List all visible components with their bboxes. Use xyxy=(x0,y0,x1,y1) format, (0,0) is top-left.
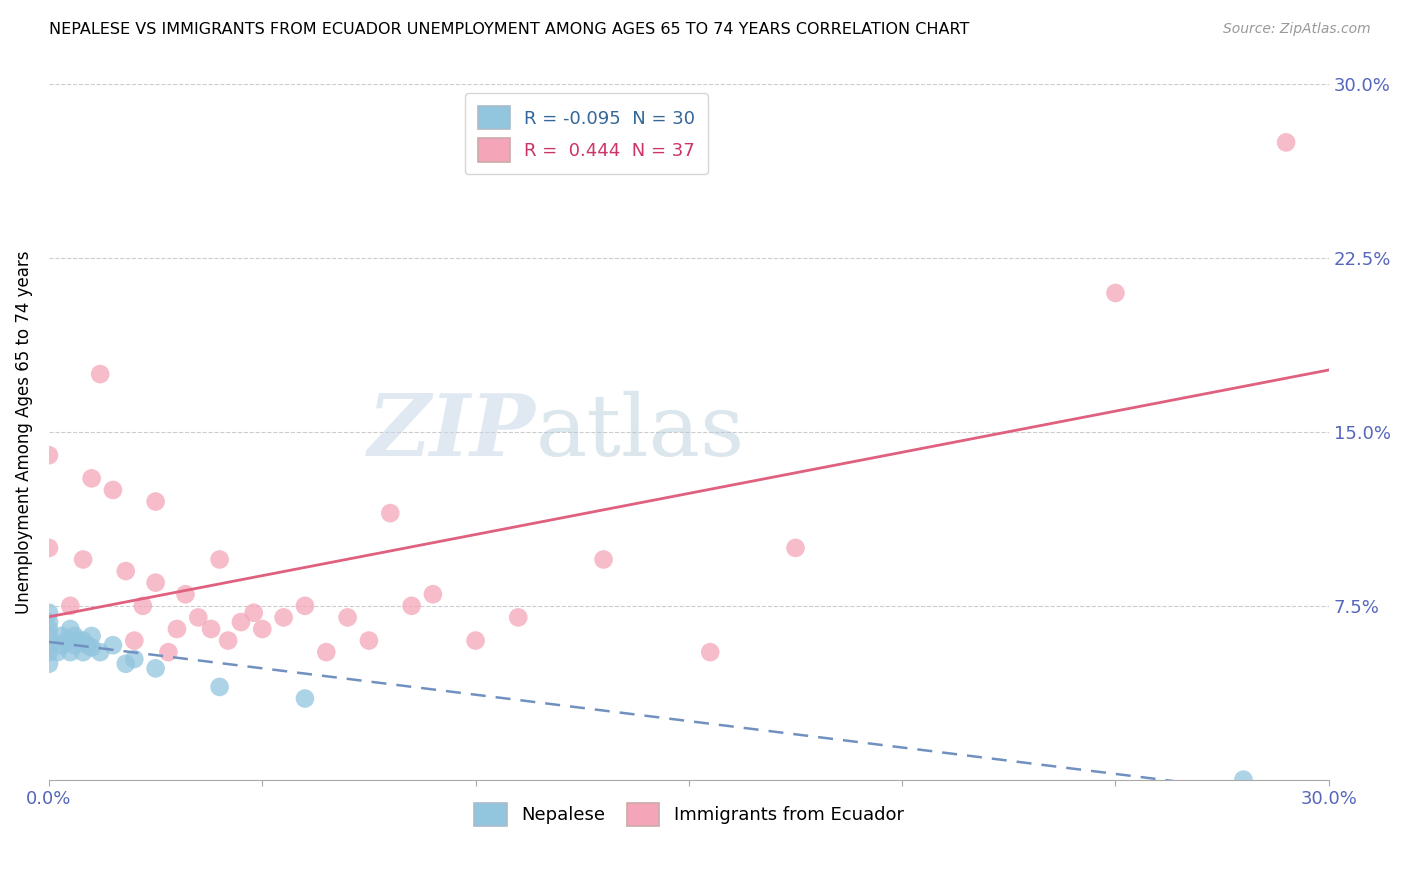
Point xyxy=(38,448,60,462)
Point xyxy=(38,622,60,636)
Point xyxy=(464,633,486,648)
Point xyxy=(124,652,146,666)
Point xyxy=(294,691,316,706)
Point xyxy=(59,622,82,636)
Point xyxy=(132,599,155,613)
Point xyxy=(1104,285,1126,300)
Point xyxy=(699,645,721,659)
Text: ZIP: ZIP xyxy=(367,391,536,474)
Point xyxy=(38,645,60,659)
Point xyxy=(187,610,209,624)
Point xyxy=(72,552,94,566)
Point xyxy=(38,541,60,555)
Point xyxy=(357,633,380,648)
Point xyxy=(145,661,167,675)
Point xyxy=(508,610,530,624)
Point xyxy=(114,564,136,578)
Point xyxy=(72,633,94,648)
Point xyxy=(336,610,359,624)
Point xyxy=(101,638,124,652)
Point xyxy=(401,599,423,613)
Point xyxy=(145,494,167,508)
Point xyxy=(315,645,337,659)
Point xyxy=(217,633,239,648)
Legend: Nepalese, Immigrants from Ecuador: Nepalese, Immigrants from Ecuador xyxy=(467,796,911,833)
Point xyxy=(592,552,614,566)
Point xyxy=(46,645,69,659)
Y-axis label: Unemployment Among Ages 65 to 74 years: Unemployment Among Ages 65 to 74 years xyxy=(15,251,32,614)
Text: NEPALESE VS IMMIGRANTS FROM ECUADOR UNEMPLOYMENT AMONG AGES 65 TO 74 YEARS CORRE: NEPALESE VS IMMIGRANTS FROM ECUADOR UNEM… xyxy=(49,22,970,37)
Point xyxy=(55,633,77,648)
Point xyxy=(145,575,167,590)
Point xyxy=(59,599,82,613)
Text: Source: ZipAtlas.com: Source: ZipAtlas.com xyxy=(1223,22,1371,37)
Text: atlas: atlas xyxy=(536,391,744,474)
Point xyxy=(101,483,124,497)
Point xyxy=(174,587,197,601)
Point xyxy=(1275,136,1298,150)
Point xyxy=(59,633,82,648)
Point xyxy=(114,657,136,671)
Point xyxy=(166,622,188,636)
Point xyxy=(80,629,103,643)
Point xyxy=(38,629,60,643)
Point xyxy=(38,606,60,620)
Point xyxy=(51,629,73,643)
Point xyxy=(63,638,86,652)
Point xyxy=(59,645,82,659)
Point xyxy=(252,622,274,636)
Point xyxy=(273,610,295,624)
Point xyxy=(124,633,146,648)
Point xyxy=(1232,772,1254,787)
Point xyxy=(294,599,316,613)
Point xyxy=(38,615,60,629)
Point xyxy=(208,680,231,694)
Point xyxy=(67,633,90,648)
Point xyxy=(242,606,264,620)
Point xyxy=(51,638,73,652)
Point xyxy=(63,629,86,643)
Point xyxy=(72,645,94,659)
Point xyxy=(785,541,807,555)
Point xyxy=(38,638,60,652)
Point xyxy=(89,367,111,381)
Point xyxy=(80,471,103,485)
Point xyxy=(89,645,111,659)
Point xyxy=(76,638,98,652)
Point xyxy=(200,622,222,636)
Point xyxy=(229,615,252,629)
Point xyxy=(80,640,103,655)
Point xyxy=(422,587,444,601)
Point xyxy=(380,506,402,520)
Point xyxy=(157,645,180,659)
Point xyxy=(208,552,231,566)
Point xyxy=(38,657,60,671)
